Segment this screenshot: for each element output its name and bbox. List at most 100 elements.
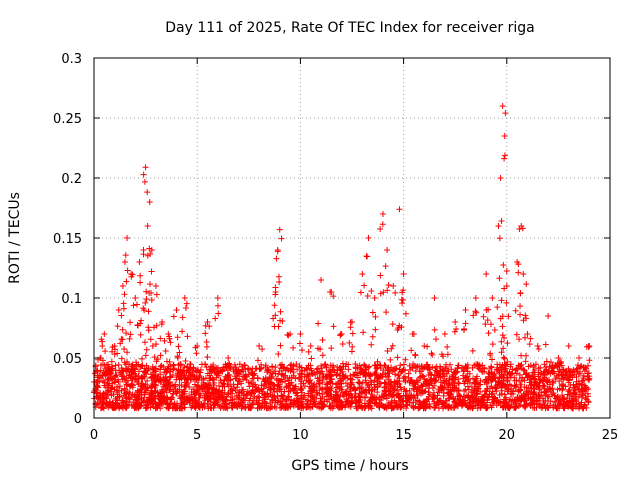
data-point [130,399,137,406]
data-point [220,395,227,402]
data-point [210,361,217,368]
data-point [519,225,526,232]
data-point [138,363,145,370]
data-point [522,358,529,365]
data-point [128,363,135,370]
data-point [401,361,408,368]
data-point [177,367,184,374]
data-point [450,404,457,411]
data-point [260,376,267,383]
data-point [200,380,207,387]
data-point [547,388,554,395]
data-point [428,350,435,357]
data-point [275,371,282,378]
data-point [517,311,524,318]
data-point [267,384,274,391]
data-point [520,271,527,277]
data-point [187,376,194,383]
data-point [262,396,269,403]
data-point [298,387,305,394]
data-point [566,392,573,399]
data-point [235,389,242,396]
data-point [258,382,265,389]
data-point [499,313,506,320]
data-point [164,358,171,365]
data-point [373,365,380,372]
plot-frame [93,57,611,419]
data-point [206,384,213,391]
data-point [410,404,417,411]
data-point [172,383,179,390]
data-point [207,392,214,399]
data-point [138,388,145,395]
data-point [141,307,148,314]
data-point [249,400,256,407]
data-point [241,404,248,411]
data-point [408,377,415,384]
data-point [215,310,222,317]
data-point [387,356,394,363]
data-point [131,402,138,409]
data-point [374,358,381,365]
data-point [369,333,376,340]
data-point [139,380,146,387]
data-point [277,405,284,412]
data-point [512,404,519,411]
data-point [586,375,593,382]
data-point [238,405,245,412]
data-point [498,364,505,371]
data-point [565,343,572,349]
data-point [395,372,402,379]
data-point [431,295,438,301]
data-point [339,340,346,347]
data-point [523,315,530,322]
data-point [123,381,130,388]
data-point [400,271,407,277]
data-point [295,374,302,381]
data-point [413,388,420,395]
data-point [119,336,126,343]
x-tick-label: 10 [292,428,309,443]
data-point [475,400,482,407]
data-point [437,364,444,371]
data-point [179,328,186,335]
data-point [430,389,437,396]
data-point [544,379,551,386]
data-point [464,368,471,375]
data-point [110,391,117,398]
data-point [250,370,257,377]
data-point [116,383,123,390]
data-point [530,390,537,397]
data-point [267,404,274,411]
data-point [186,398,193,405]
data-point [527,335,534,342]
data-point [537,364,544,371]
data-point [302,396,309,403]
data-point [294,389,301,396]
data-point [541,402,548,409]
data-point [363,366,370,373]
data-point [113,372,120,379]
data-point [307,404,314,411]
data-point [389,321,396,328]
data-point [391,387,398,394]
data-point [234,371,241,378]
data-point [396,378,403,385]
data-point [443,370,450,377]
data-point [372,400,379,407]
data-point [189,397,196,404]
data-point [521,334,528,341]
data-point [128,273,135,280]
data-point [280,392,287,399]
data-point [263,381,270,388]
data-point [331,366,338,373]
data-point [517,396,524,403]
data-point [509,366,516,373]
data-point [179,398,186,405]
data-point [414,379,421,386]
data-point [367,396,374,403]
data-point [434,369,441,376]
data-point [141,389,148,396]
data-point [221,383,228,390]
data-point [499,380,506,387]
